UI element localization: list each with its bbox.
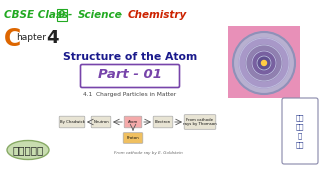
FancyBboxPatch shape: [81, 64, 180, 87]
Circle shape: [252, 51, 276, 75]
Text: -: -: [68, 10, 76, 20]
Circle shape: [246, 45, 282, 81]
FancyBboxPatch shape: [228, 26, 300, 98]
FancyBboxPatch shape: [59, 116, 85, 128]
Text: 4.1  Charged Particles in Matter: 4.1 Charged Particles in Matter: [84, 92, 177, 97]
Text: By Chadwick: By Chadwick: [60, 120, 84, 124]
Text: C: C: [4, 27, 21, 51]
Circle shape: [247, 44, 261, 58]
FancyBboxPatch shape: [184, 115, 216, 129]
Circle shape: [233, 32, 295, 94]
Ellipse shape: [7, 141, 49, 159]
FancyBboxPatch shape: [91, 116, 111, 128]
Text: CBSE Class: CBSE Class: [4, 10, 72, 20]
FancyBboxPatch shape: [153, 116, 173, 128]
Text: 9: 9: [58, 10, 65, 20]
Text: -: -: [118, 10, 130, 20]
Text: Science: Science: [78, 10, 123, 20]
Text: From cathode ray by E. Goldstein: From cathode ray by E. Goldstein: [114, 151, 182, 155]
Text: 4: 4: [46, 29, 59, 47]
Text: hapter: hapter: [16, 33, 46, 42]
Circle shape: [257, 56, 271, 70]
Text: Part - 01: Part - 01: [98, 68, 162, 81]
Circle shape: [261, 60, 267, 66]
Text: From cathode
rays by Thomson: From cathode rays by Thomson: [183, 118, 217, 126]
Text: Chemistry: Chemistry: [128, 10, 187, 20]
Text: நி
மி
ழ
ல்: நி மி ழ ல்: [296, 114, 304, 148]
Text: Atom: Atom: [128, 120, 138, 124]
FancyBboxPatch shape: [123, 133, 143, 143]
Text: Proton: Proton: [127, 136, 140, 140]
FancyBboxPatch shape: [124, 116, 142, 128]
Text: Electron: Electron: [155, 120, 171, 124]
Text: தமிழ்: தமிழ்: [12, 145, 44, 155]
Text: Neutron: Neutron: [93, 120, 109, 124]
Circle shape: [239, 38, 289, 88]
Text: Structure of the Atom: Structure of the Atom: [63, 52, 197, 62]
FancyBboxPatch shape: [282, 98, 318, 164]
